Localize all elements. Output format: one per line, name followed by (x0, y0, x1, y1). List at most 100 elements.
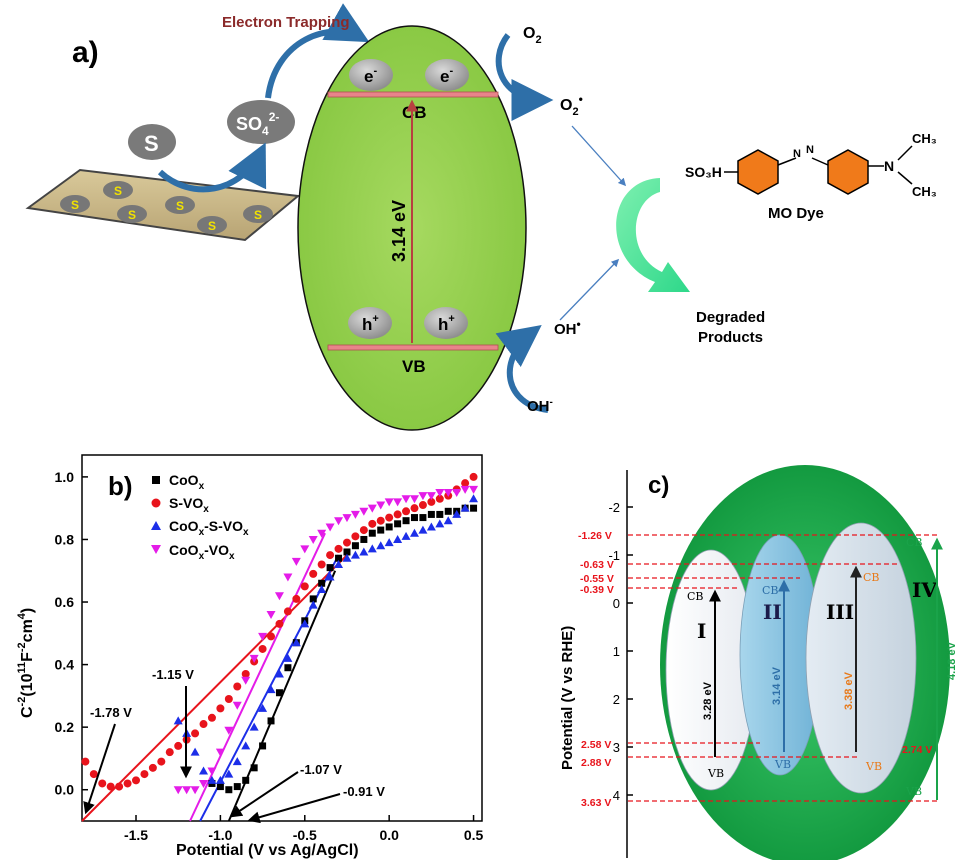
mo-ring-left (738, 150, 778, 194)
region-i-cb: CB (687, 590, 704, 603)
annotation-107: -1.07 V (300, 762, 342, 777)
point-series-0-2 (225, 786, 232, 793)
point-series-3-31 (435, 489, 444, 497)
point-series-0-21 (386, 523, 393, 530)
point-series-1-2 (98, 779, 106, 787)
point-series-1-36 (385, 514, 393, 522)
y-tick-label-4: 0.8 (55, 531, 75, 547)
region-iii-roman: III (826, 600, 854, 624)
point-series-2-2 (191, 748, 200, 756)
substrate-s-6: S (254, 208, 262, 222)
point-series-0-31 (470, 505, 477, 512)
fit-line-1 (190, 533, 325, 821)
point-series-0-27 (436, 511, 443, 518)
point-series-3-12 (275, 592, 284, 600)
annotation-178: -1.78 V (90, 705, 132, 720)
plot-b-ylabel: C-2(1011F-2cm4) (16, 608, 36, 718)
region-ii-roman: II (763, 600, 782, 624)
point-series-3-34 (461, 486, 470, 494)
point-series-1-8 (149, 764, 157, 772)
superoxide-label: O2• (560, 92, 583, 118)
substrate-s-2: S (114, 184, 122, 198)
potential-label-363: 3.63 V (581, 797, 611, 809)
point-series-1-15 (208, 714, 216, 722)
point-series-2-32 (444, 516, 453, 524)
point-series-0-14 (327, 564, 334, 571)
point-series-3-23 (368, 505, 377, 513)
degradation-arrow (616, 178, 690, 292)
region-i-roman: I (697, 619, 706, 643)
region-ii-gap: 3.14 eV (771, 666, 783, 705)
point-series-1-46 (470, 473, 478, 481)
vb-label-a: VB (402, 357, 426, 376)
point-series-3-0 (174, 786, 183, 794)
mo-dye-label: MO Dye (768, 205, 824, 222)
point-series-1-23 (275, 620, 283, 628)
point-series-1-5 (124, 779, 132, 787)
point-series-3-5 (216, 749, 225, 757)
point-series-2-28 (410, 529, 419, 537)
point-series-1-26 (301, 582, 309, 590)
point-series-0-5 (251, 764, 258, 771)
hydroxyl-radical-label: OH• (554, 317, 581, 338)
point-series-0-23 (403, 517, 410, 524)
c-tick-label-0: -2 (608, 500, 620, 515)
c-tick-label-4: 2 (613, 692, 620, 707)
degraded-label-2: Products (698, 329, 763, 346)
x-tick-label-0: -1.5 (124, 827, 148, 843)
point-series-2-24 (376, 541, 385, 549)
panel-b-label: b) (108, 471, 133, 501)
region-iv-roman: IV (912, 578, 937, 602)
plot-b-legend: CoOx S-VOx CoOx-S-VOx CoOx-VOx (151, 472, 249, 562)
y-tick-label-5: 1.0 (55, 469, 75, 485)
point-series-1-16 (216, 704, 224, 712)
legend-label-coox-svox: CoOx-S-VOx (169, 518, 249, 538)
point-series-1-6 (132, 776, 140, 784)
point-series-1-37 (394, 510, 402, 518)
point-series-3-11 (267, 611, 276, 619)
point-series-1-25 (292, 595, 300, 603)
potential-label-288: 2.88 V (581, 757, 611, 769)
legend-marker-svox (152, 499, 161, 508)
potential-label-063: -0.63 V (580, 559, 614, 571)
x-tick-label-4: 0.5 (464, 827, 484, 843)
y-tick-label-2: 0.4 (55, 657, 75, 673)
plot-b-xlabel: Potential (V vs Ag/AgCl) (176, 842, 359, 859)
panel-b: 0.00.20.40.60.81.0-1.5 -1.0 -0.5 0.0 0.5 b) … (16, 455, 484, 859)
annotation-178-arrow (86, 724, 115, 812)
panel-a: a) S S S S S S S SO42- Electron Trapping (28, 14, 937, 430)
point-series-3-14 (292, 558, 301, 566)
point-series-1-11 (174, 742, 182, 750)
cb-band (328, 92, 498, 97)
point-series-3-25 (385, 498, 394, 506)
point-series-3-27 (402, 495, 411, 503)
point-series-1-30 (335, 545, 343, 553)
point-series-1-31 (343, 539, 351, 547)
degraded-label-1: Degraded (696, 309, 765, 326)
o2-label: O2 (523, 25, 542, 46)
point-series-0-28 (445, 508, 452, 515)
point-series-3-28 (410, 495, 419, 503)
arrow-s-to-sulfate (160, 150, 262, 189)
potential-label-274: 2.74 V (902, 744, 932, 756)
point-series-3-1 (182, 786, 191, 794)
potential-label-258: 2.58 V (581, 739, 611, 751)
plot-c-ylabel: Potential (V vs RHE) (559, 626, 576, 770)
annotation-115: -1.15 V (152, 667, 194, 682)
point-series-0-20 (377, 527, 384, 534)
point-series-1-35 (377, 517, 385, 525)
panel-c-label: c) (648, 472, 669, 499)
point-series-3-15 (300, 545, 309, 553)
point-series-3-24 (376, 502, 385, 510)
point-series-0-17 (352, 542, 359, 549)
point-series-1-24 (284, 607, 292, 615)
legend-label-coox-vox: CoOx-VOx (169, 542, 235, 562)
annotation-091-arrow (250, 794, 340, 820)
point-series-2-3 (199, 766, 208, 774)
point-series-0-9 (284, 664, 291, 671)
electron-trapping-label: Electron Trapping (222, 14, 350, 31)
point-series-0-8 (276, 689, 283, 696)
point-series-2-7 (233, 757, 242, 765)
y-tick-label-0: 0.0 (55, 782, 75, 798)
point-series-0-6 (259, 742, 266, 749)
